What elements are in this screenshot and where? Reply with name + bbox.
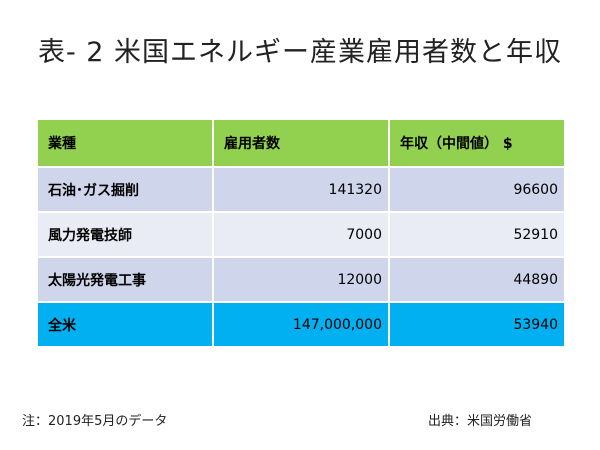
industry-cell: 全米	[36, 301, 214, 348]
employment-salary-table: 業種 雇用者数 年収（中間値） $ 石油･ガス掘削 141320 96600 風…	[36, 118, 566, 348]
employees-cell: 141320	[212, 166, 390, 213]
table-total-row: 全米 147,000,000 53940	[36, 301, 566, 348]
salary-cell: 52910	[388, 211, 566, 258]
industry-cell: 太陽光発電工事	[36, 256, 214, 303]
footnote: 注：2019年5月のデータ	[22, 414, 168, 429]
table-row: 石油･ガス掘削 141320 96600	[36, 166, 566, 213]
table-row: 風力発電技師 7000 52910	[36, 211, 566, 258]
table-header-row: 業種 雇用者数 年収（中間値） $	[36, 118, 566, 168]
table-row: 太陽光発電工事 12000 44890	[36, 256, 566, 303]
salary-cell: 44890	[388, 256, 566, 303]
column-header-employees: 雇用者数	[212, 118, 390, 168]
salary-cell: 53940	[388, 301, 566, 348]
source-citation: 出典：米国労働省	[428, 414, 533, 429]
employees-cell: 7000	[212, 211, 390, 258]
employees-cell: 12000	[212, 256, 390, 303]
column-header-industry: 業種	[36, 118, 214, 168]
industry-cell: 石油･ガス掘削	[36, 166, 214, 213]
salary-cell: 96600	[388, 166, 566, 213]
employees-cell: 147,000,000	[212, 301, 390, 348]
column-header-median-salary: 年収（中間値） $	[388, 118, 566, 168]
industry-cell: 風力発電技師	[36, 211, 214, 258]
slide-title: 表- 2 米国エネルギー産業雇用者数と年収	[37, 37, 563, 68]
